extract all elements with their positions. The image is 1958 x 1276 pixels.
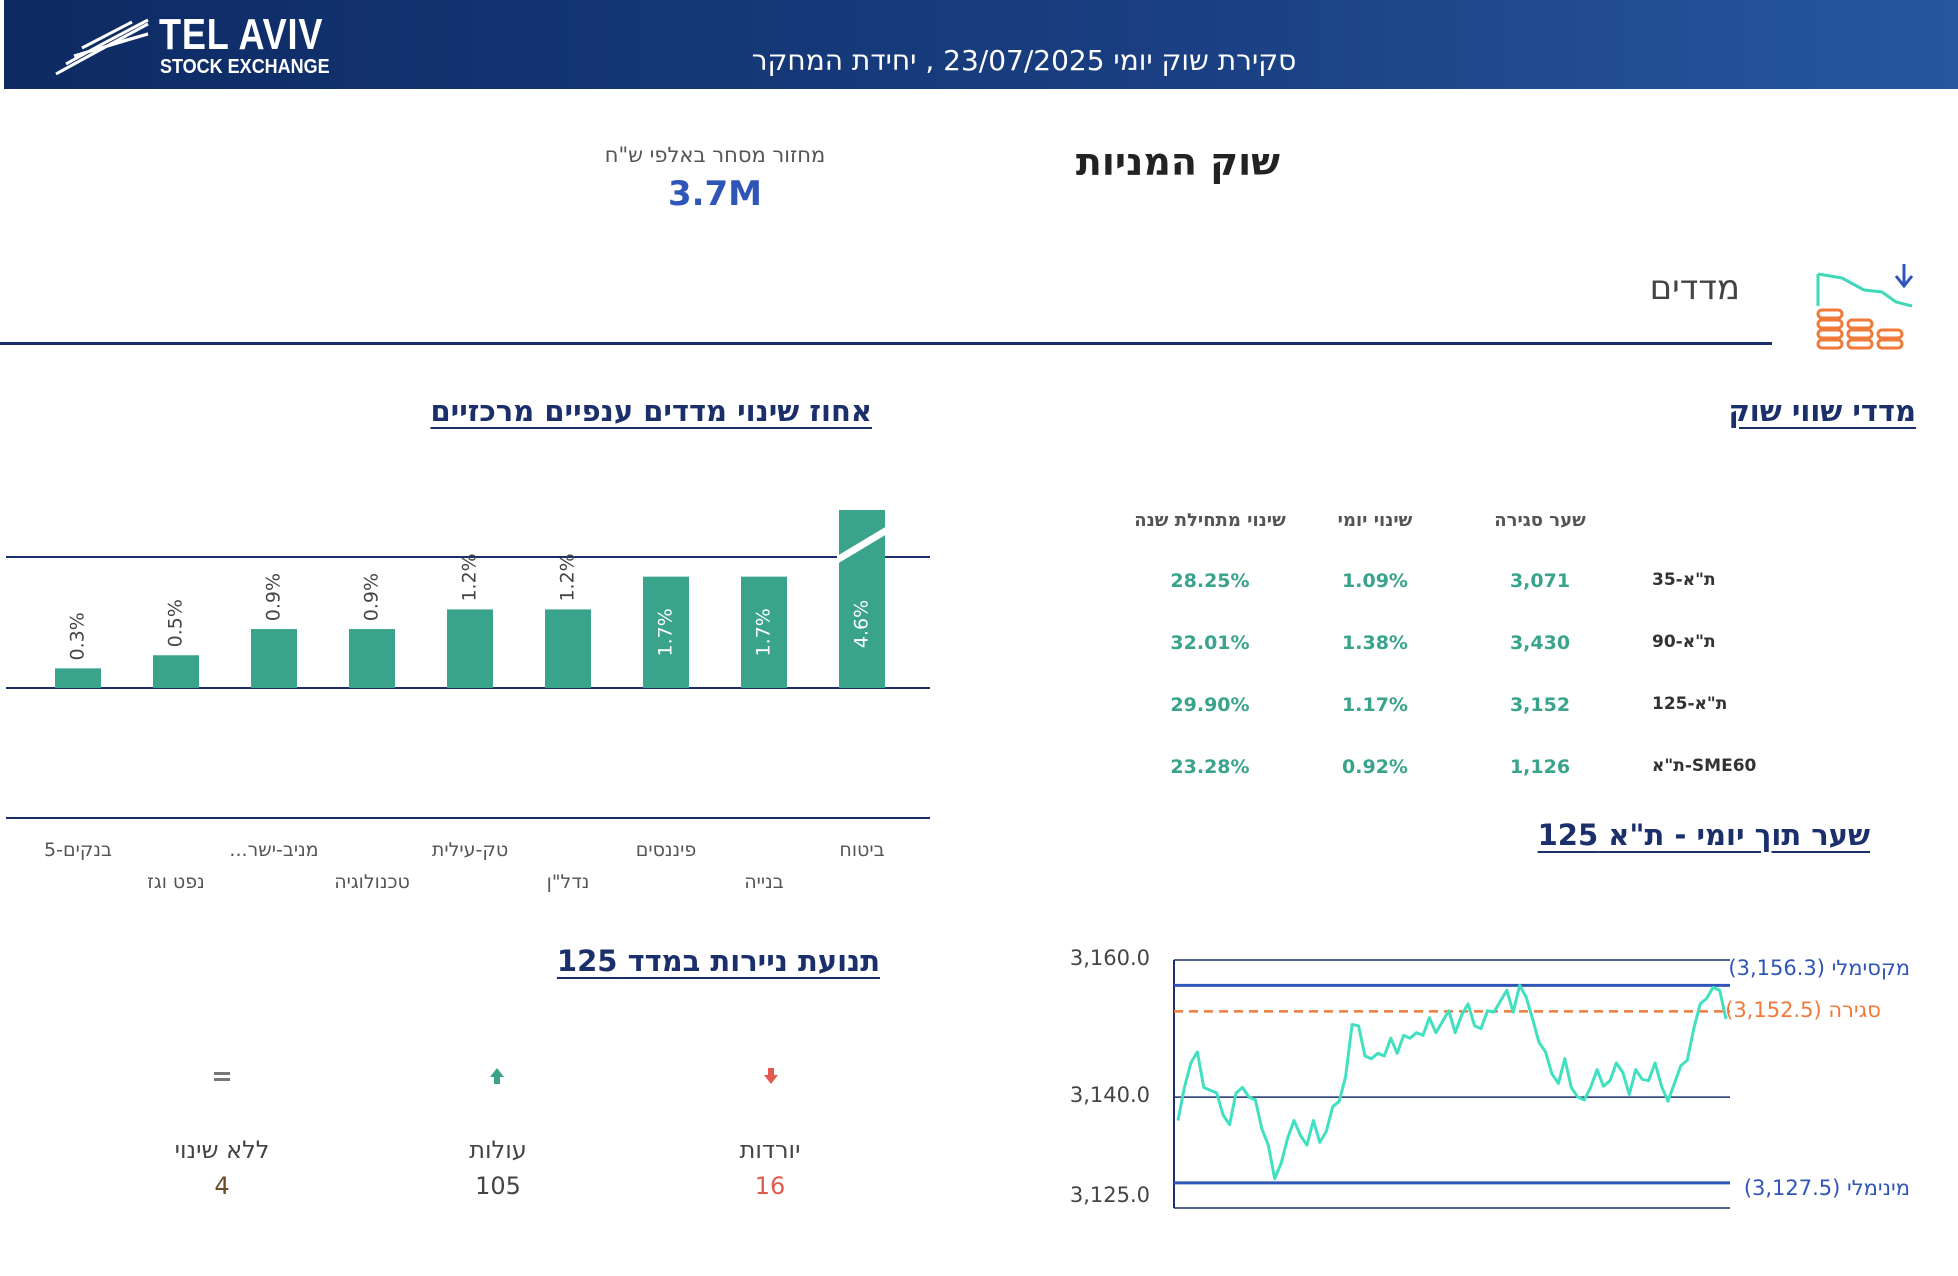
header-bar: TEL AVIV STOCK EXCHANGE סקירת שוק יומי 2…: [4, 0, 1958, 89]
bar-data-label: 4.6%: [851, 600, 873, 648]
category-label: נדל"ן: [547, 871, 590, 893]
sector-bar-chart: 4.6% ביטוח 1.7% בנייה 1.7% פיננסים 1.2% נדל"ן 1.…: [6, 510, 930, 893]
market-value-indices-title: מדדי שווי שוק: [1728, 394, 1916, 428]
bar: [643, 576, 689, 688]
index-ytd-change: 32.01%: [1170, 632, 1250, 654]
arrow-up-icon: [490, 1068, 504, 1084]
bar-data-label: 1.2%: [459, 553, 481, 601]
falling-chart-coins-icon: [1816, 264, 1914, 350]
category-label: טכנולוגיה: [334, 871, 410, 893]
category-label: פיננסים: [636, 839, 697, 861]
index-daily-change: 1.17%: [1342, 694, 1408, 716]
index-name: ת"א-SME60: [1652, 756, 1757, 776]
category-label: מניב-ישר...: [229, 839, 318, 861]
col-header-ytd: שינוי מתחילת שנה: [1134, 510, 1286, 531]
bar-data-label: 0.9%: [361, 573, 383, 621]
movement-title: תנועת ניירות במדד 125: [556, 944, 880, 978]
declining-count: 16: [754, 1172, 786, 1200]
bar: [251, 629, 297, 688]
bar: [349, 629, 395, 688]
bar-data-label: 1.7%: [753, 608, 775, 656]
bar: [447, 609, 493, 688]
bar: [741, 576, 787, 688]
index-name: ת"א-125: [1652, 694, 1728, 714]
close-label: סגירה (3,152.5): [1725, 998, 1881, 1022]
category-label: נפט וגז: [147, 871, 204, 893]
index-name: ת"א-35: [1652, 570, 1716, 590]
index-close: 3,152: [1509, 694, 1571, 716]
y-tick-3160: 3,160.0: [1069, 946, 1150, 970]
y-tick-3125: 3,125.0: [1069, 1183, 1150, 1207]
turnover-label: מחזור מסחר באלפי ש"ח: [604, 143, 826, 167]
equity-market-title: שוק המניות: [1075, 140, 1280, 184]
index-ytd-change: 28.25%: [1170, 570, 1250, 592]
index-daily-change: 1.38%: [1342, 632, 1408, 654]
category-label: בנקים-5: [44, 839, 112, 861]
bar-data-label: 0.9%: [263, 573, 285, 621]
col-header-daily: שינוי יומי: [1337, 510, 1413, 531]
bar-data-label: 1.7%: [655, 608, 677, 656]
advancing-label: עולות: [469, 1136, 527, 1164]
intraday-series-line: [1176, 983, 1728, 1181]
axis-break-mark: [837, 526, 887, 564]
section-divider: [0, 342, 1772, 345]
advancing-count: 105: [475, 1172, 521, 1200]
turnover-value: 3.7M: [667, 174, 763, 214]
index-close: 3,430: [1509, 632, 1571, 654]
bar-data-label: 0.3%: [67, 612, 89, 660]
intraday-line-chart: [1173, 959, 1730, 1209]
max-label: מקסימלי (3,156.3): [1728, 956, 1910, 980]
equals-icon: [214, 1072, 230, 1081]
unchanged-count: 4: [214, 1172, 230, 1200]
sector-chart-title: אחוז שינוי מדדים ענפיים מרכזיים: [430, 394, 872, 428]
logo-subtext: STOCK EXCHANGE: [160, 56, 330, 78]
bar: [55, 668, 101, 688]
indices-label: מדדים: [1649, 268, 1740, 308]
tase-logo-icon: [55, 18, 149, 76]
index-ytd-change: 23.28%: [1170, 756, 1250, 778]
min-label: מינימלי (3,127.5): [1743, 1176, 1910, 1200]
index-name: ת"א-90: [1652, 632, 1716, 652]
declining-label: יורדות: [739, 1136, 801, 1164]
bar-data-label: 1.2%: [557, 553, 579, 601]
bar-data-label: 0.5%: [165, 599, 187, 647]
category-label: ביטוח: [839, 839, 884, 861]
bar: [153, 655, 199, 688]
index-close: 1,126: [1509, 756, 1571, 778]
col-header-close: שער סגירה: [1494, 510, 1586, 531]
logo-text: TEL AVIV: [159, 10, 324, 59]
intraday-chart-title: שער תוך יומי - ת"א 125: [1537, 818, 1870, 852]
bar: [545, 609, 591, 688]
arrow-down-icon: [764, 1068, 778, 1084]
index-daily-change: 1.09%: [1342, 570, 1408, 592]
index-ytd-change: 29.90%: [1170, 694, 1250, 716]
y-tick-3140: 3,140.0: [1069, 1083, 1150, 1107]
index-close: 3,071: [1509, 570, 1571, 592]
report-title: סקירת שוק יומי 23/07/2025 , יחידת המחקר: [751, 44, 1297, 77]
category-label: בנייה: [744, 871, 784, 893]
index-daily-change: 0.92%: [1342, 756, 1408, 778]
category-label: טק-עילית: [432, 839, 508, 861]
unchanged-label: ללא שינוי: [174, 1136, 270, 1164]
